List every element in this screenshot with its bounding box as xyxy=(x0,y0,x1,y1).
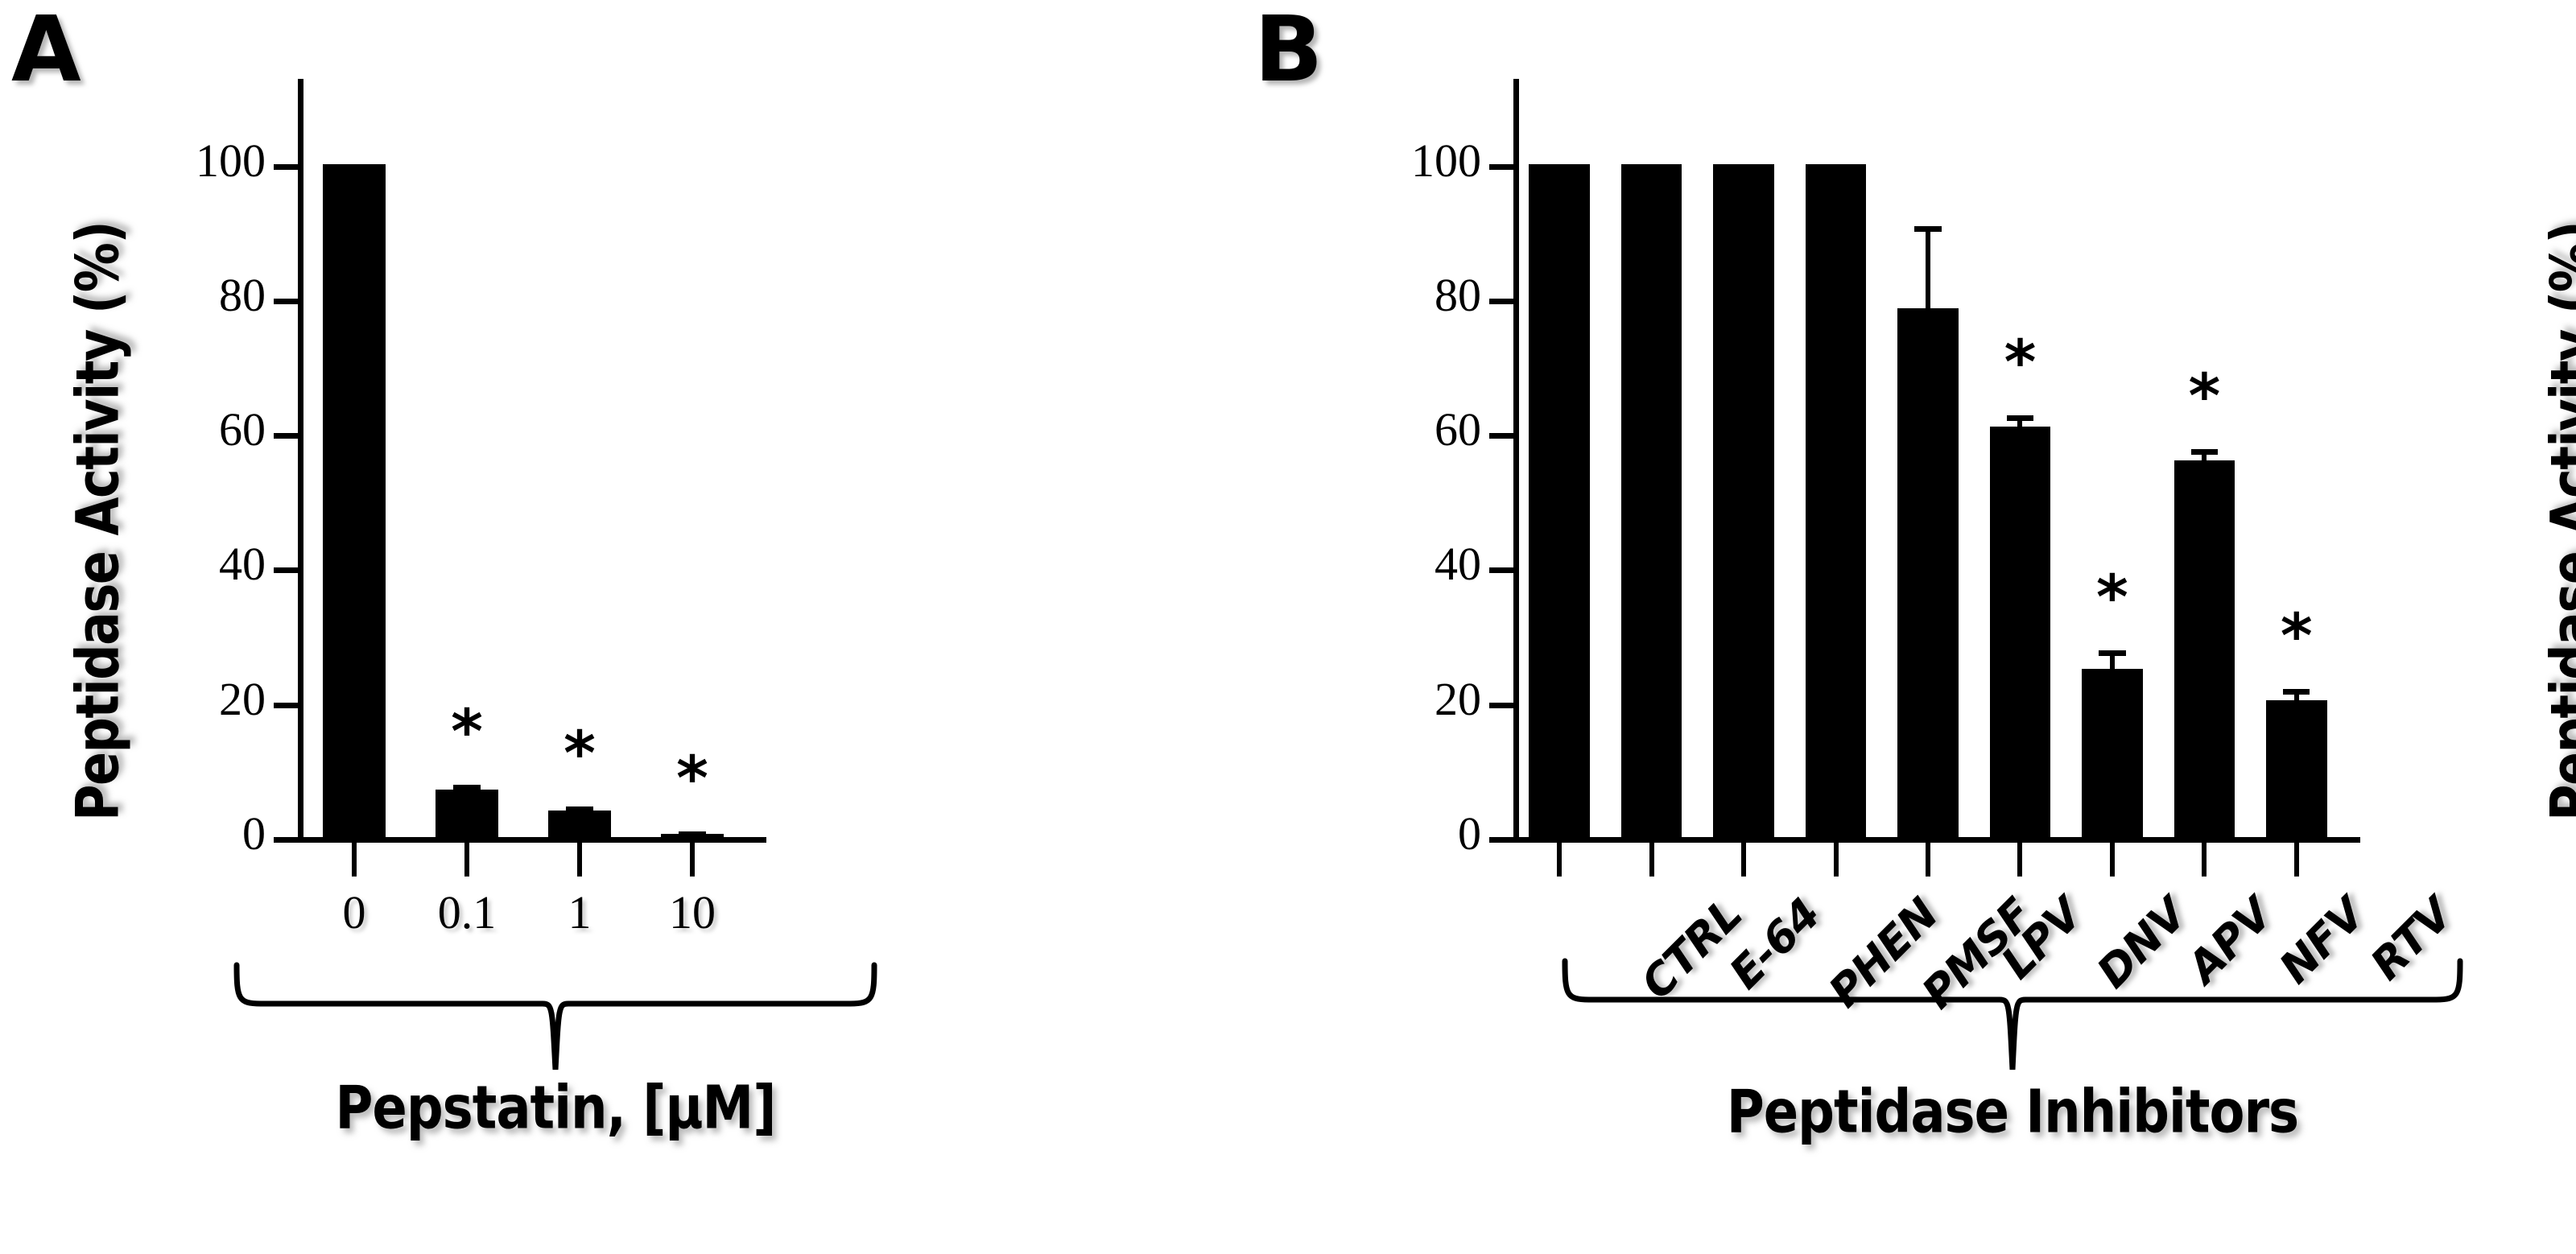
x-tick-mark xyxy=(2293,843,2299,877)
x-tick-mark xyxy=(1926,843,1930,877)
bar[interactable] xyxy=(1529,163,1590,837)
y-tick-label: 60 xyxy=(1435,403,1481,456)
bar[interactable] xyxy=(322,163,386,837)
panel-a-x-axis-caption: Pepstatin, [µM] xyxy=(335,1075,777,1144)
x-tick-label: 1 xyxy=(568,886,592,938)
y-tick-mark xyxy=(274,567,299,574)
error-bar-cap xyxy=(2006,415,2034,422)
y-tick-mark xyxy=(1489,837,1515,843)
y-tick-mark xyxy=(1489,702,1515,708)
bar[interactable] xyxy=(1897,308,1959,837)
y-tick-mark xyxy=(1489,298,1515,304)
x-tick-mark xyxy=(1649,843,1654,877)
bar[interactable] xyxy=(547,810,612,837)
error-bar xyxy=(2283,689,2310,701)
x-tick-mark xyxy=(1741,843,1747,877)
y-tick-label: 80 xyxy=(219,268,266,321)
error-bar-cap xyxy=(452,784,481,790)
x-tick-label: 0.1 xyxy=(437,886,497,938)
y-tick-label: 40 xyxy=(1435,538,1481,591)
panel-b-x-axis-caption: Peptidase Inhibitors xyxy=(1726,1079,2299,1148)
x-tick-mark xyxy=(690,843,695,877)
error-bar xyxy=(678,831,707,838)
y-axis-spine xyxy=(1513,79,1519,837)
y-tick-mark xyxy=(274,163,299,170)
error-bar xyxy=(2099,650,2126,669)
bar[interactable] xyxy=(1989,426,2051,837)
error-bar xyxy=(2006,415,2034,427)
y-tick-mark xyxy=(274,702,299,708)
y-tick-label: 100 xyxy=(196,134,266,187)
panel-a-letter: A xyxy=(11,0,81,102)
error-bar-cap xyxy=(2099,650,2126,657)
significance-asterisk: * xyxy=(2004,326,2037,398)
error-bar xyxy=(1914,225,1942,309)
significance-asterisk: * xyxy=(676,742,708,815)
significance-asterisk: * xyxy=(2096,561,2128,633)
x-tick-mark xyxy=(2109,843,2115,877)
x-axis-spine xyxy=(1513,837,2360,843)
y-tick-mark xyxy=(1489,433,1515,439)
y-tick-mark xyxy=(274,837,299,843)
panel-b: B Peptidase Activity (%) 0 20 40 60 80 100 * * *… xyxy=(1240,0,2576,1254)
y-tick-label: 0 xyxy=(1458,807,1481,860)
error-bar-cap xyxy=(678,831,707,838)
y-axis-spine xyxy=(298,79,303,837)
bar[interactable] xyxy=(435,790,499,837)
category-brace xyxy=(233,962,877,1070)
significance-asterisk: * xyxy=(564,716,596,789)
x-tick-mark xyxy=(577,843,582,877)
error-bar-stem xyxy=(1925,225,1930,309)
y-tick-mark xyxy=(274,433,299,439)
y-tick-label: 80 xyxy=(1435,268,1481,321)
y-tick-label: 20 xyxy=(219,672,266,725)
y-tick-mark xyxy=(274,298,299,304)
error-bar xyxy=(2190,449,2218,460)
x-tick-mark xyxy=(2017,843,2023,877)
significance-asterisk: * xyxy=(2188,360,2221,432)
panel-a: A Peptidase Activity (%) 0 20 40 60 80 100 * * *… xyxy=(0,0,1240,1254)
x-tick-mark xyxy=(2202,843,2207,877)
error-bar-cap xyxy=(565,806,594,812)
error-bar xyxy=(452,784,481,790)
y-tick-label: 60 xyxy=(219,403,266,456)
x-tick-mark xyxy=(1557,843,1563,877)
significance-asterisk: * xyxy=(2280,600,2313,671)
bar[interactable] xyxy=(1620,163,1682,837)
bar[interactable] xyxy=(1713,163,1774,837)
panel-b-y-axis-title: Peptidase Activity (%) xyxy=(2537,221,2576,821)
error-bar-stem xyxy=(2109,650,2115,669)
x-tick-mark xyxy=(352,843,357,877)
significance-asterisk: * xyxy=(451,695,483,767)
error-bar-cap xyxy=(2190,449,2218,456)
y-tick-mark xyxy=(1489,567,1515,574)
error-bar xyxy=(565,806,594,812)
y-tick-label: 40 xyxy=(219,538,266,591)
error-bar-stem xyxy=(2293,689,2299,701)
panel-b-letter: B xyxy=(1254,0,1323,102)
bar[interactable] xyxy=(2266,700,2327,837)
category-brace xyxy=(1562,958,2463,1070)
x-tick-label: 10 xyxy=(669,886,716,938)
bar[interactable] xyxy=(2082,668,2143,837)
x-tick-label: 0 xyxy=(342,886,366,938)
y-tick-label: 20 xyxy=(1435,672,1481,725)
bar[interactable] xyxy=(2174,460,2235,837)
y-tick-label: 100 xyxy=(1411,134,1481,187)
x-tick-mark xyxy=(464,843,469,877)
error-bar-cap xyxy=(1914,225,1942,232)
bar[interactable] xyxy=(1805,163,1867,837)
y-tick-label: 0 xyxy=(242,807,266,860)
x-tick-mark xyxy=(1833,843,1839,877)
x-axis-spine xyxy=(298,837,766,843)
error-bar-cap xyxy=(2283,689,2310,695)
y-tick-mark xyxy=(1489,163,1515,170)
